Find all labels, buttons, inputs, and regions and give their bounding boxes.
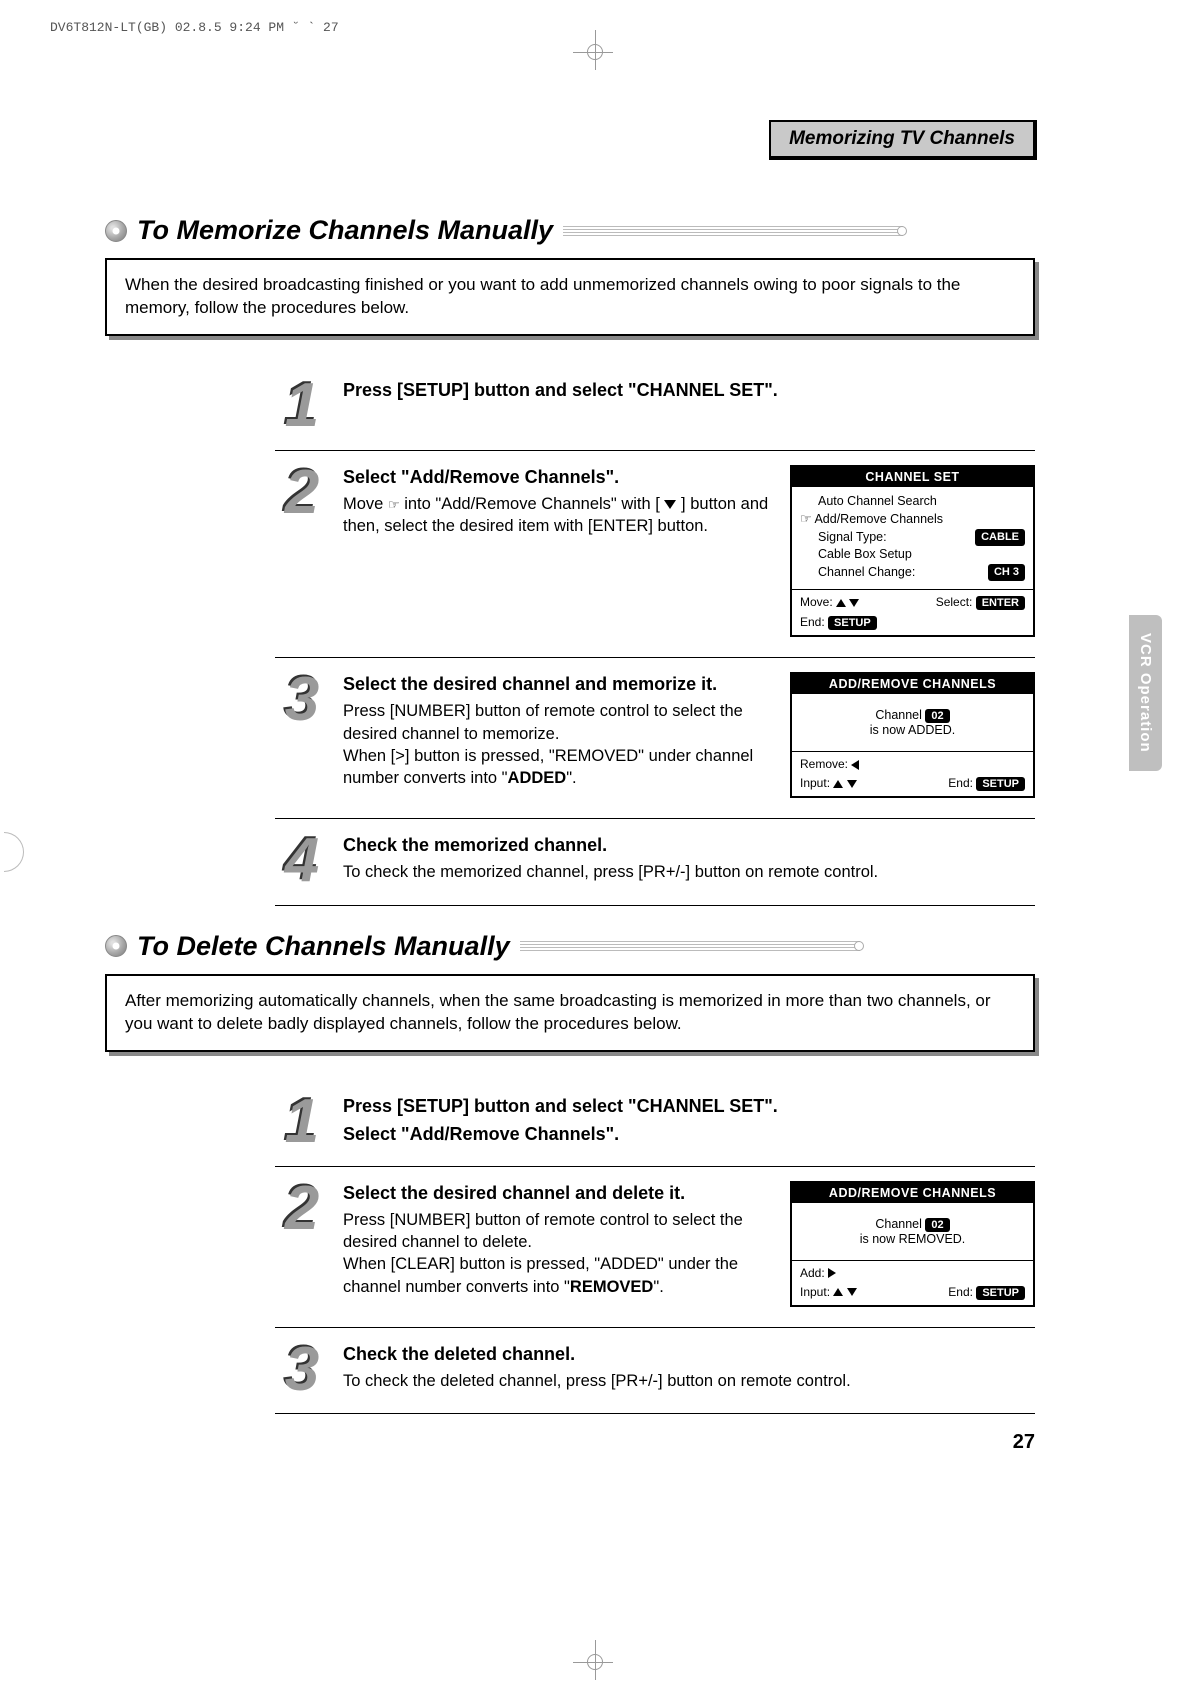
step-text: When [>] button is pressed, "REMOVED" un… (343, 745, 776, 790)
step-text: When [CLEAR] button is pressed, "ADDED" … (343, 1253, 776, 1298)
bullet-icon (105, 220, 127, 242)
side-tab-vcr-operation: VCR Operation (1129, 615, 1162, 771)
osd-add-remove: ADD/REMOVE CHANNELS Channel 02 is now AD… (790, 672, 1035, 798)
osd-status: Add: (792, 1260, 1033, 1285)
osd-status: End: SETUP (792, 615, 1033, 635)
step-title: Press [SETUP] button and select "CHANNEL… (343, 1094, 1035, 1118)
bullet-icon (105, 935, 127, 957)
title-rule (520, 941, 860, 951)
osd-channel-set: CHANNEL SET Auto Channel Search ☞ Add/Re… (790, 465, 1035, 638)
step-row: 1 Press [SETUP] button and select "CHANN… (275, 1080, 1035, 1167)
osd-item: Channel Change:CH 3 (800, 564, 1025, 582)
step-row: 3 Check the deleted channel. To check th… (275, 1328, 1035, 1415)
osd-item: Auto Channel Search (800, 493, 1025, 511)
step-row: 4 Check the memorized channel. To check … (275, 819, 1035, 906)
step-text: Press [NUMBER] button of remote control … (343, 700, 776, 745)
step-text: Press [NUMBER] button of remote control … (343, 1209, 776, 1254)
step-text: Move ☞ into "Add/Remove Channels" with [… (343, 493, 776, 538)
step-number: 1 (275, 1094, 329, 1150)
step-number: 3 (275, 672, 329, 728)
up-arrow-icon (836, 599, 846, 607)
intro-box-delete: After memorizing automatically channels,… (105, 974, 1035, 1052)
step-title: Select the desired channel and delete it… (343, 1181, 776, 1205)
crop-mark-bottom (583, 1650, 607, 1674)
step-row: 1 Press [SETUP] button and select "CHANN… (275, 364, 1035, 451)
left-arrow-icon (851, 760, 859, 770)
right-arrow-icon (828, 1268, 836, 1278)
osd-title: CHANNEL SET (792, 467, 1033, 487)
step-number: 2 (275, 465, 329, 521)
crop-mark-left (4, 832, 24, 872)
page-number: 27 (1013, 1431, 1035, 1454)
osd-status: Move: Select: ENTER (792, 589, 1033, 615)
step-title: Check the memorized channel. (343, 833, 1035, 857)
step-title: Select "Add/Remove Channels". (343, 1122, 1035, 1146)
step-number: 3 (275, 1342, 329, 1398)
section-title-delete: To Delete Channels Manually (137, 931, 510, 962)
osd-value-pill: CH 3 (988, 564, 1025, 581)
intro-box-memorize: When the desired broadcasting finished o… (105, 258, 1035, 336)
section-heading-delete: To Delete Channels Manually (105, 931, 1035, 962)
step-title: Select "Add/Remove Channels". (343, 465, 776, 489)
osd-value-pill: CABLE (975, 529, 1025, 546)
down-arrow-icon (847, 1288, 857, 1296)
osd-message: Channel 02 is now ADDED. (792, 694, 1033, 751)
osd-title: ADD/REMOVE CHANNELS (792, 674, 1033, 694)
section-heading-memorize: To Memorize Channels Manually (105, 215, 1035, 246)
step-text: To check the deleted channel, press [PR+… (343, 1370, 1035, 1392)
section-title-memorize: To Memorize Channels Manually (137, 215, 553, 246)
step-text: To check the memorized channel, press [P… (343, 861, 1035, 883)
up-arrow-icon (833, 1288, 843, 1296)
osd-status: Input: End: SETUP (792, 1285, 1033, 1305)
osd-status: Remove: (792, 751, 1033, 776)
step-row: 2 Select "Add/Remove Channels". Move ☞ i… (275, 451, 1035, 659)
steps-delete: 1 Press [SETUP] button and select "CHANN… (275, 1080, 1035, 1415)
pointer-icon: ☞ (388, 497, 400, 512)
step-title: Press [SETUP] button and select "CHANNEL… (343, 378, 1035, 402)
steps-memorize: 1 Press [SETUP] button and select "CHANN… (275, 364, 1035, 906)
step-title: Select the desired channel and memorize … (343, 672, 776, 696)
down-arrow-icon (664, 500, 676, 509)
step-row: 3 Select the desired channel and memoriz… (275, 658, 1035, 819)
chapter-tab: Memorizing TV Channels (769, 120, 1037, 160)
osd-item: Signal Type:CABLE (800, 529, 1025, 547)
down-arrow-icon (847, 780, 857, 788)
down-arrow-icon (849, 599, 859, 607)
title-rule (563, 226, 903, 236)
osd-item-selected: ☞ Add/Remove Channels (800, 510, 1025, 529)
step-row: 2 Select the desired channel and delete … (275, 1167, 1035, 1328)
osd-item: Cable Box Setup (800, 546, 1025, 564)
step-title: Check the deleted channel. (343, 1342, 1035, 1366)
step-number: 2 (275, 1181, 329, 1237)
step-number: 4 (275, 833, 329, 889)
pointer-icon: ☞ (800, 511, 812, 526)
osd-add-remove: ADD/REMOVE CHANNELS Channel 02 is now RE… (790, 1181, 1035, 1307)
print-header: DV6T812N-LT(GB) 02.8.5 9:24 PM ˘ ` 27 (50, 20, 339, 35)
up-arrow-icon (833, 780, 843, 788)
osd-message: Channel 02 is now REMOVED. (792, 1203, 1033, 1260)
step-number: 1 (275, 378, 329, 434)
osd-status: Input: End: SETUP (792, 776, 1033, 796)
crop-mark-top (583, 40, 607, 64)
osd-title: ADD/REMOVE CHANNELS (792, 1183, 1033, 1203)
